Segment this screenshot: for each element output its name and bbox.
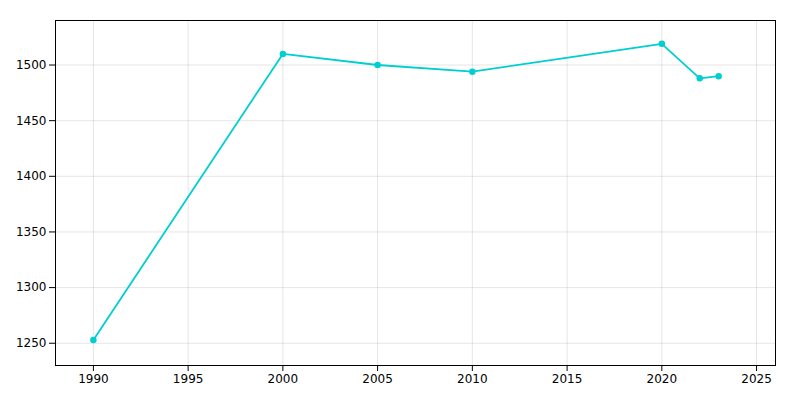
- svg-text:2005: 2005: [362, 372, 393, 386]
- svg-text:2010: 2010: [457, 372, 488, 386]
- svg-text:1350: 1350: [16, 225, 47, 239]
- svg-text:1250: 1250: [16, 336, 47, 350]
- svg-text:2000: 2000: [268, 372, 299, 386]
- svg-text:1995: 1995: [173, 372, 204, 386]
- svg-text:2025: 2025: [741, 372, 772, 386]
- svg-text:1400: 1400: [16, 169, 47, 183]
- svg-text:1300: 1300: [16, 280, 47, 294]
- svg-text:1500: 1500: [16, 58, 47, 72]
- svg-text:1450: 1450: [16, 114, 47, 128]
- svg-text:1990: 1990: [78, 372, 109, 386]
- svg-text:2015: 2015: [552, 372, 583, 386]
- svg-text:2020: 2020: [647, 372, 678, 386]
